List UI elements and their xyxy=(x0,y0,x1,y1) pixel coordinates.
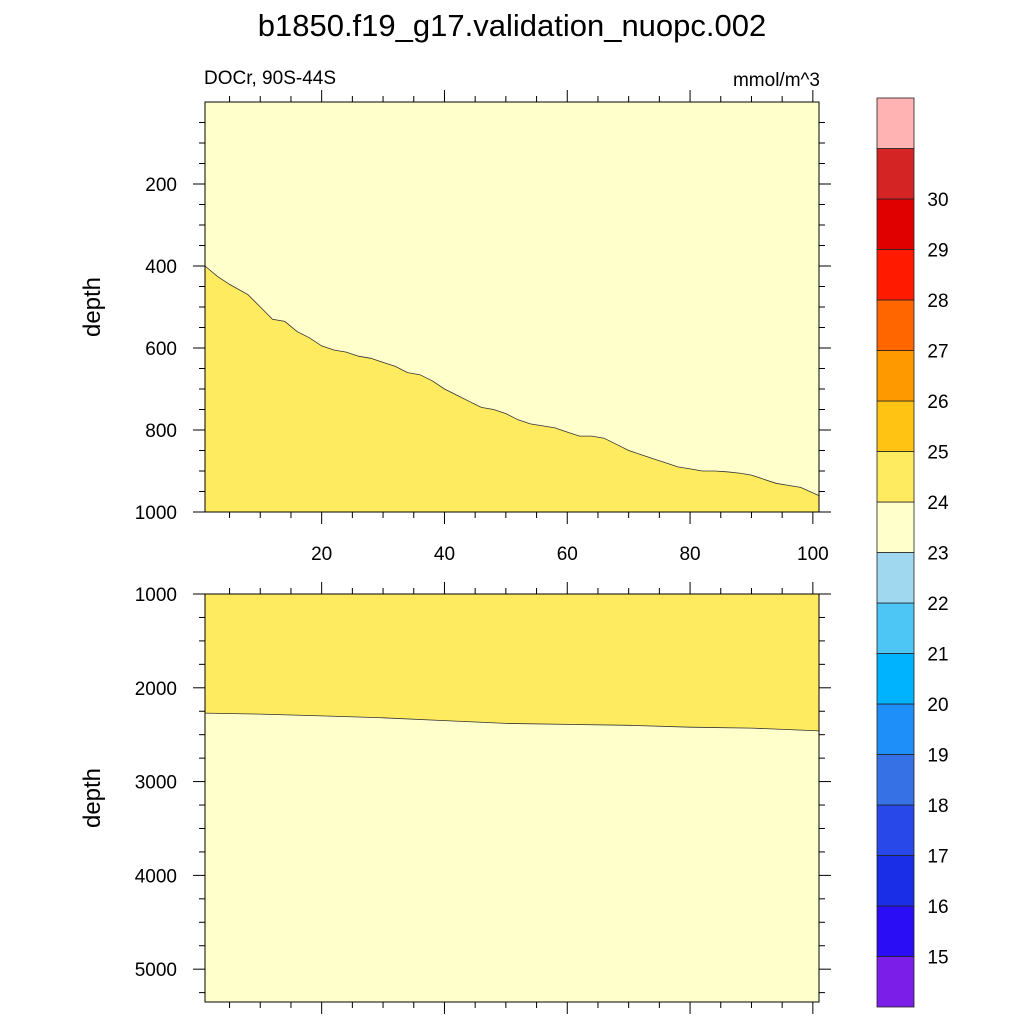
colorbar-label: 18 xyxy=(927,796,948,817)
colorbar-box xyxy=(876,350,915,402)
colorbar-label: 29 xyxy=(927,241,948,262)
colorbar-box xyxy=(876,97,915,149)
colorbar-box xyxy=(876,602,915,654)
colorbar-label: 25 xyxy=(927,443,948,464)
y-tick-label: 3000 xyxy=(135,773,177,794)
colorbar-label: 27 xyxy=(927,342,948,363)
colorbar-box xyxy=(876,653,915,705)
y-tick-label: 4000 xyxy=(135,866,177,887)
y-tick-label: 2000 xyxy=(135,679,177,700)
region-22-23 xyxy=(205,713,819,1002)
y-tick-label: 600 xyxy=(145,339,177,360)
colorbar-label: 24 xyxy=(927,493,949,514)
chart-title: b1850.f19_g17.validation_nuopc.002 xyxy=(258,8,767,43)
colorbar-box xyxy=(876,400,915,452)
colorbar-box xyxy=(876,804,915,856)
plot-frame xyxy=(204,593,820,1003)
x-tick-label: 100 xyxy=(797,544,829,565)
colorbar-box xyxy=(876,552,915,604)
colorbar-label: 22 xyxy=(927,594,948,615)
colorbar-label: 30 xyxy=(927,190,948,211)
colorbar-box xyxy=(876,956,915,1008)
colorbar-box xyxy=(876,905,915,957)
colorbar-label: 20 xyxy=(927,695,948,716)
x-tick-label: 40 xyxy=(434,544,455,565)
colorbar-box xyxy=(876,855,915,907)
colorbar-box xyxy=(876,198,915,250)
y-tick-label: 800 xyxy=(145,421,177,442)
contour-line xyxy=(204,712,820,732)
y-axis-label: depth xyxy=(79,768,106,828)
colorbar-box xyxy=(876,703,915,755)
units-label: mmol/m^3 xyxy=(733,70,820,91)
panel-lower: 1000 2000 3000 4000 5000 depth xyxy=(79,582,831,1014)
colorbar-label: 15 xyxy=(927,948,948,969)
colorbar-box xyxy=(876,451,915,503)
panel-upper: 200 400 600 800 1000 20 40 60 80 100 depth xyxy=(79,90,831,565)
y-tick-label: 1000 xyxy=(135,503,177,524)
colorbar: 15 16 17 18 19 20 21 22 23 24 25 26 27 28 29 30 xyxy=(876,97,949,1008)
variable-label: DOCr, 90S-44S xyxy=(204,68,336,89)
y-tick-label: 5000 xyxy=(135,960,177,981)
colorbar-box xyxy=(876,249,915,301)
y-tick-label: 400 xyxy=(145,257,177,278)
colorbar-box xyxy=(876,501,915,553)
x-tick-label: 80 xyxy=(679,544,700,565)
colorbar-label: 21 xyxy=(927,645,948,666)
colorbar-label: 26 xyxy=(927,392,948,413)
region-23-24 xyxy=(205,266,819,512)
colorbar-box xyxy=(876,148,915,200)
colorbar-label: 28 xyxy=(927,291,948,312)
y-axis-label: depth xyxy=(79,277,106,337)
contour-line xyxy=(204,265,820,496)
y-tick-label: 200 xyxy=(145,175,177,196)
x-tick-label: 60 xyxy=(557,544,578,565)
colorbar-label: 16 xyxy=(927,897,948,918)
colorbar-label: 17 xyxy=(927,847,948,868)
x-tick-label: 20 xyxy=(311,544,332,565)
colorbar-label: 19 xyxy=(927,746,948,767)
y-tick-label: 1000 xyxy=(135,585,177,606)
colorbar-label: 23 xyxy=(927,544,948,565)
colorbar-box xyxy=(876,754,915,806)
colorbar-box xyxy=(876,299,915,351)
